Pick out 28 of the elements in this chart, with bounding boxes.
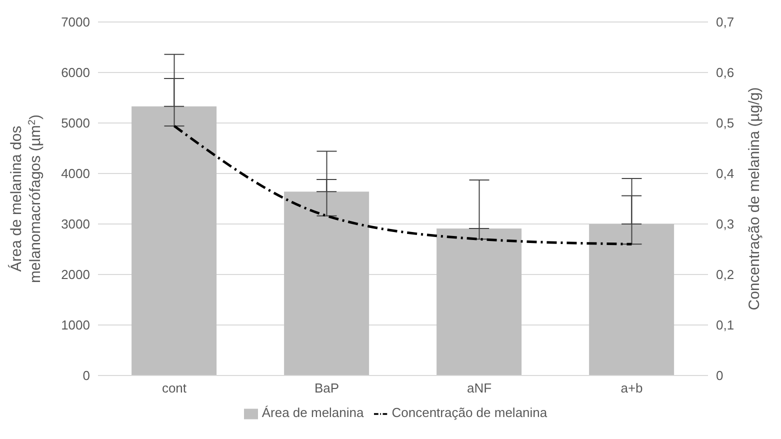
y2-tick-label: 0,3 [716, 216, 734, 232]
y-tick-label: 1000 [61, 318, 90, 333]
legend-label: Área de melanina [262, 405, 364, 420]
y-tick-label: 6000 [61, 65, 90, 80]
bar [436, 228, 522, 376]
y2-tick-label: 0,5 [716, 116, 734, 131]
legend-label: Concentração de melanina [392, 405, 548, 420]
bar [132, 106, 217, 376]
x-tick-label: cont [162, 380, 187, 396]
y2-axis-title: Concentração de melanina (µg/g) [746, 87, 763, 310]
y2-tick-label: 0,2 [716, 267, 734, 282]
y2-tick-label: 0,6 [716, 65, 734, 80]
y-tick-label: 0 [82, 368, 90, 384]
y-tick-label: 7000 [61, 14, 90, 30]
bar [284, 192, 370, 376]
line-series [173, 124, 633, 246]
y2-tick-label: 0,1 [716, 318, 734, 333]
y-tick-label: 4000 [61, 166, 90, 182]
y2-tick-label: 0 [716, 368, 724, 384]
y2-tick-label: 0,7 [716, 14, 734, 30]
y-tick-label: 5000 [61, 116, 90, 131]
bar [589, 224, 674, 376]
y-tick-label: 3000 [61, 216, 90, 232]
x-tick-label: BaP [314, 380, 340, 396]
x-tick-label: a+b [620, 380, 643, 396]
y2-tick-label: 0,4 [716, 166, 734, 182]
x-tick-label: aNF [466, 380, 492, 396]
y-tick-label: 2000 [61, 267, 90, 282]
